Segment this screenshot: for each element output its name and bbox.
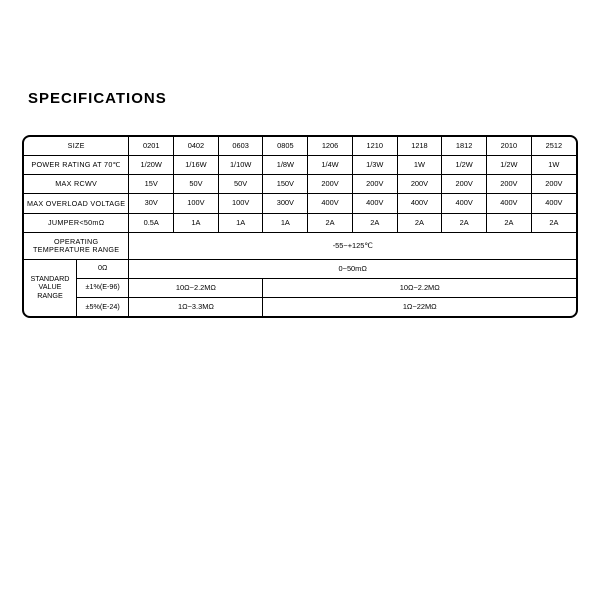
label-sv1: ±1%(E-96) [76,278,128,297]
rcwv-0: 15V [129,175,174,194]
size-0: 0201 [129,137,174,156]
label-sv0: 0Ω [76,259,128,278]
power-1: 1/16W [174,156,219,175]
jumper-7: 2A [442,213,487,232]
size-5: 1210 [352,137,397,156]
rcwv-3: 150V [263,175,308,194]
size-8: 2010 [487,137,532,156]
page-title: SPECIFICATIONS [28,90,578,107]
overload-1: 100V [174,194,219,213]
label-rcwv: MAX RCWV [24,175,129,194]
spec-table: SIZE 0201 0402 0603 0805 1206 1210 1218 … [24,137,576,316]
power-5: 1/3W [352,156,397,175]
size-9: 2512 [531,137,576,156]
size-1: 0402 [174,137,219,156]
label-svr: STANDARD VALUE RANGE [24,259,76,316]
power-9: 1W [531,156,576,175]
power-7: 1/2W [442,156,487,175]
overload-6: 400V [397,194,442,213]
overload-9: 400V [531,194,576,213]
row-sv5: ±5%(E-24) 1Ω~3.3MΩ 1Ω~22MΩ [24,297,576,316]
jumper-2: 1A [218,213,263,232]
label-jumper: JUMPER<50mΩ [24,213,129,232]
power-0: 1/20W [129,156,174,175]
overload-4: 400V [308,194,353,213]
sv0-value: 0~50mΩ [129,259,576,278]
sv1-a: 10Ω~2.2MΩ [129,278,263,297]
row-power: POWER RATING AT 70℃ 1/20W 1/16W 1/10W 1/… [24,156,576,175]
overload-2: 100V [218,194,263,213]
row-sv0: STANDARD VALUE RANGE 0Ω 0~50mΩ [24,259,576,278]
power-8: 1/2W [487,156,532,175]
optemp-value: -55~+125℃ [129,232,576,259]
power-3: 1/8W [263,156,308,175]
row-size: SIZE 0201 0402 0603 0805 1206 1210 1218 … [24,137,576,156]
spec-table-container: SIZE 0201 0402 0603 0805 1206 1210 1218 … [22,135,578,318]
row-jumper: JUMPER<50mΩ 0.5A 1A 1A 1A 2A 2A 2A 2A 2A… [24,213,576,232]
rcwv-6: 200V [397,175,442,194]
jumper-0: 0.5A [129,213,174,232]
jumper-8: 2A [487,213,532,232]
overload-5: 400V [352,194,397,213]
jumper-5: 2A [352,213,397,232]
power-2: 1/10W [218,156,263,175]
size-3: 0805 [263,137,308,156]
label-power: POWER RATING AT 70℃ [24,156,129,175]
overload-0: 30V [129,194,174,213]
label-overload: MAX OVERLOAD VOLTAGE [24,194,129,213]
rcwv-1: 50V [174,175,219,194]
jumper-9: 2A [531,213,576,232]
row-rcwv: MAX RCWV 15V 50V 50V 150V 200V 200V 200V… [24,175,576,194]
jumper-6: 2A [397,213,442,232]
label-optemp: OPERATING TEMPERATURE RANGE [24,232,129,259]
power-6: 1W [397,156,442,175]
rcwv-9: 200V [531,175,576,194]
size-2: 0603 [218,137,263,156]
rcwv-8: 200V [487,175,532,194]
label-sv5: ±5%(E-24) [76,297,128,316]
rcwv-2: 50V [218,175,263,194]
rcwv-4: 200V [308,175,353,194]
size-6: 1218 [397,137,442,156]
label-size: SIZE [24,137,129,156]
size-7: 1812 [442,137,487,156]
row-overload: MAX OVERLOAD VOLTAGE 30V 100V 100V 300V … [24,194,576,213]
sv1-b: 10Ω~2.2MΩ [263,278,576,297]
jumper-3: 1A [263,213,308,232]
size-4: 1206 [308,137,353,156]
jumper-4: 2A [308,213,353,232]
row-sv1: ±1%(E-96) 10Ω~2.2MΩ 10Ω~2.2MΩ [24,278,576,297]
overload-8: 400V [487,194,532,213]
rcwv-5: 200V [352,175,397,194]
overload-7: 400V [442,194,487,213]
sv5-a: 1Ω~3.3MΩ [129,297,263,316]
sv5-b: 1Ω~22MΩ [263,297,576,316]
rcwv-7: 200V [442,175,487,194]
jumper-1: 1A [174,213,219,232]
power-4: 1/4W [308,156,353,175]
overload-3: 300V [263,194,308,213]
row-optemp: OPERATING TEMPERATURE RANGE -55~+125℃ [24,232,576,259]
